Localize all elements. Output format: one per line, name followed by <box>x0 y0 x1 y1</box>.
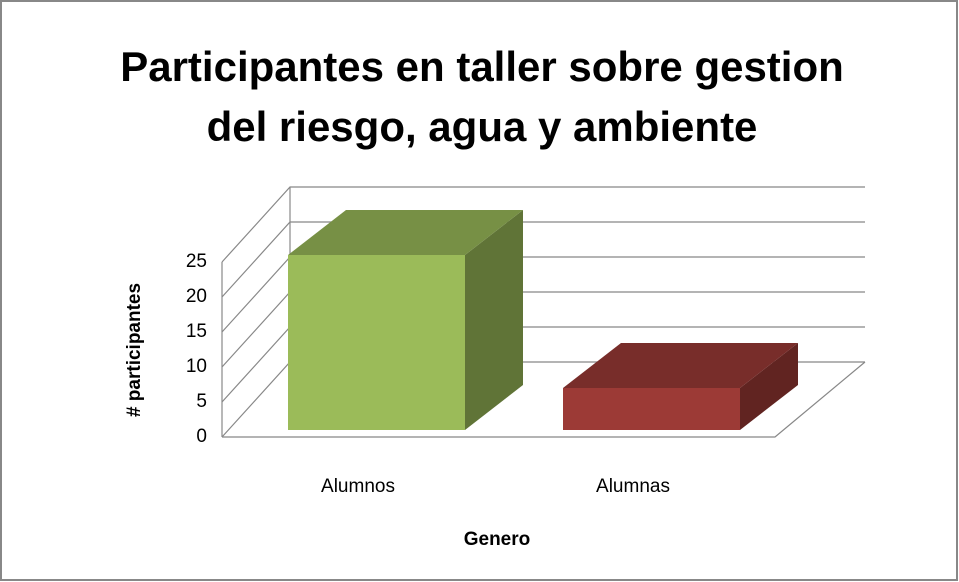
y-tick-label: 25 <box>186 251 207 272</box>
grid-line <box>221 221 865 298</box>
y-tick-label: 5 <box>196 391 207 412</box>
y-tick-label: 15 <box>186 321 207 342</box>
x-axis-label: Genero <box>464 529 531 550</box>
grid-line <box>221 186 865 263</box>
y-tick-label: 20 <box>186 286 207 307</box>
x-tick-label: Alumnos <box>321 476 395 497</box>
bar-top <box>288 210 523 255</box>
x-tick-label: Alumnas <box>596 476 670 497</box>
y-tick-label: 10 <box>186 356 207 377</box>
y-axis-label: # participantes <box>124 283 145 417</box>
bar-side <box>465 210 523 430</box>
chart-title: Participantes en taller sobre gestion <box>120 43 844 90</box>
chart-title: del riesgo, agua y ambiente <box>207 103 758 150</box>
bar <box>288 255 465 430</box>
bar-top <box>563 343 798 388</box>
bar <box>563 388 740 430</box>
floor <box>222 361 866 438</box>
bar-side <box>740 343 798 430</box>
y-tick-label: 0 <box>196 426 207 447</box>
